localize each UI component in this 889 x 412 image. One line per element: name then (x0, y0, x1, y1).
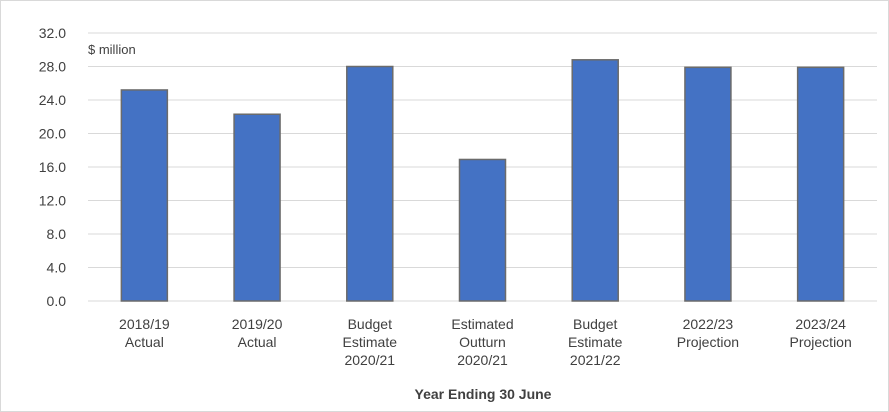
unit-label: $ million (88, 42, 136, 57)
x-category-label: 2020/21 (344, 352, 395, 368)
x-category-label: Budget (348, 316, 392, 332)
bar (571, 59, 619, 302)
x-axis-category-labels: 2018/19 Actual 2019/20 Actual Budget Estimate… (119, 316, 852, 368)
x-category-label: Estimate (343, 334, 398, 350)
y-tick-label: 12.0 (39, 193, 66, 209)
bar (346, 65, 394, 302)
y-tick-label: 8.0 (47, 226, 67, 242)
x-category-label: Projection (677, 334, 739, 350)
x-category-label: 2022/23 (683, 316, 734, 332)
y-tick-label: 20.0 (39, 126, 66, 142)
x-category-label: 2018/19 (119, 316, 170, 332)
y-tick-label: 32.0 (39, 25, 66, 41)
bar (233, 113, 281, 302)
y-axis-tick-labels: 0.0 4.0 8.0 12.0 16.0 20.0 24.0 28.0 32.0 (39, 25, 66, 309)
bar (120, 89, 169, 302)
y-tick-label: 28.0 (39, 59, 66, 75)
x-category-label: Estimated (451, 316, 513, 332)
x-category-label: Estimate (568, 334, 623, 350)
y-tick-label: 4.0 (47, 260, 67, 276)
y-tick-label: 0.0 (47, 293, 67, 309)
x-axis-title: Year Ending 30 June (415, 386, 552, 402)
y-tick-label: 24.0 (39, 92, 66, 108)
bar (458, 158, 507, 302)
x-category-label: 2019/20 (232, 316, 283, 332)
x-category-label: 2021/22 (570, 352, 621, 368)
bars (120, 59, 845, 302)
x-category-label: 2020/21 (457, 352, 508, 368)
x-category-label: 2023/24 (795, 316, 846, 332)
x-category-label: Actual (125, 334, 164, 350)
gridlines (88, 32, 877, 302)
x-category-label: Budget (573, 316, 617, 332)
x-category-label: Actual (238, 334, 277, 350)
y-tick-label: 16.0 (39, 159, 66, 175)
x-category-label: Outturn (459, 334, 506, 350)
bar (684, 66, 732, 302)
x-category-label: Projection (790, 334, 852, 350)
bar (796, 66, 845, 302)
